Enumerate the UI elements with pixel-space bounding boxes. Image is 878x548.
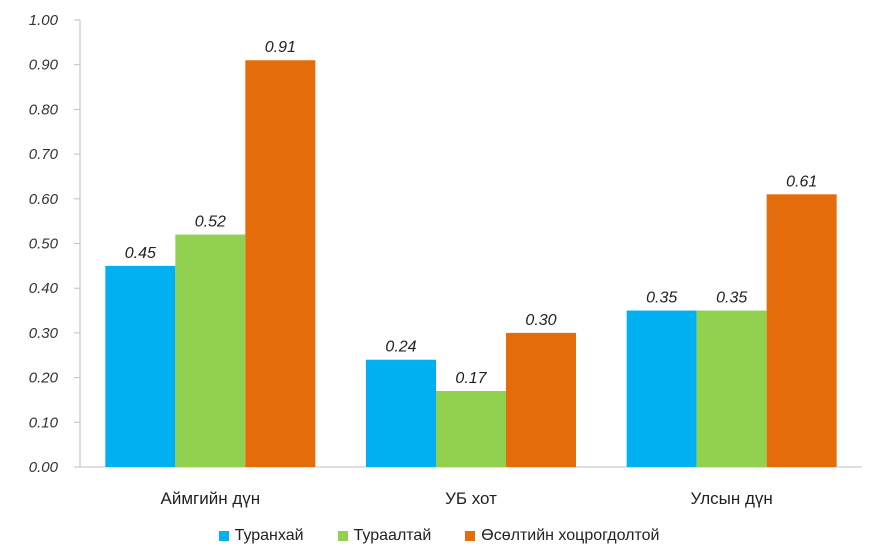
y-tick-label: 0.80 (29, 101, 59, 118)
y-tick-label: 0.70 (29, 146, 59, 163)
data-label: 0.30 (525, 312, 556, 329)
y-tick-label: 0.50 (29, 236, 59, 253)
data-labels: 0.45 0.52 0.91 0.24 0.17 0.30 0.35 0.35 0.61 (125, 39, 817, 387)
y-tick-label: 0.10 (29, 414, 59, 431)
legend-swatch (465, 531, 476, 541)
bar-2-2 (436, 391, 506, 467)
bar-1-2 (366, 359, 436, 467)
legend-label: Өсөлтийн хоцрогдолтой (481, 527, 660, 544)
data-label: 0.52 (195, 214, 226, 231)
category-labels: Аймгийн дүн УБ хот Улсын дүн (161, 489, 773, 508)
legend-item: Тураалтай (337, 527, 432, 545)
data-label: 0.45 (125, 245, 156, 262)
legend: Туранхай Тураалтай Өсөлтийн хоцрогдолтой (0, 524, 878, 548)
bar-1-1 (105, 265, 176, 467)
y-tick-label: 0.60 (29, 191, 59, 208)
y-tick-label: 0.40 (29, 280, 59, 297)
category-label: Улсын дүн (691, 489, 773, 508)
bar-1-3 (626, 310, 697, 467)
bars (105, 60, 837, 467)
y-tick-labels: 0.00 0.10 0.20 0.30 0.40 0.50 0.60 0.70 0.80 0.90… (29, 12, 80, 476)
y-tick-label: 1.00 (29, 12, 59, 29)
bar-3-2 (506, 332, 576, 467)
y-tick-label: 0.00 (29, 459, 59, 476)
legend-swatch (337, 531, 348, 541)
y-tick-label: 0.30 (29, 325, 59, 342)
legend-swatch (218, 531, 229, 541)
data-label: 0.35 (716, 290, 747, 307)
data-label: 0.91 (265, 39, 296, 56)
category-label: Аймгийн дүн (161, 489, 261, 508)
legend-item: Туранхай (218, 527, 304, 545)
bar-2-3 (696, 310, 767, 467)
legend-item: Өсөлтийн хоцрогдолтой (465, 527, 659, 545)
bar-2-1 (175, 234, 246, 467)
data-label: 0.17 (455, 370, 487, 387)
y-tick-label: 0.20 (29, 370, 59, 387)
data-label: 0.61 (786, 173, 817, 190)
data-label: 0.24 (385, 339, 416, 356)
bar-3-3 (766, 194, 837, 467)
y-tick-label: 0.90 (29, 57, 59, 74)
bar-3-1 (245, 60, 316, 467)
category-label: УБ хот (445, 489, 497, 508)
legend-label: Тураалтай (353, 527, 432, 544)
legend-label: Туранхай (234, 527, 304, 544)
data-label: 0.35 (646, 290, 677, 307)
